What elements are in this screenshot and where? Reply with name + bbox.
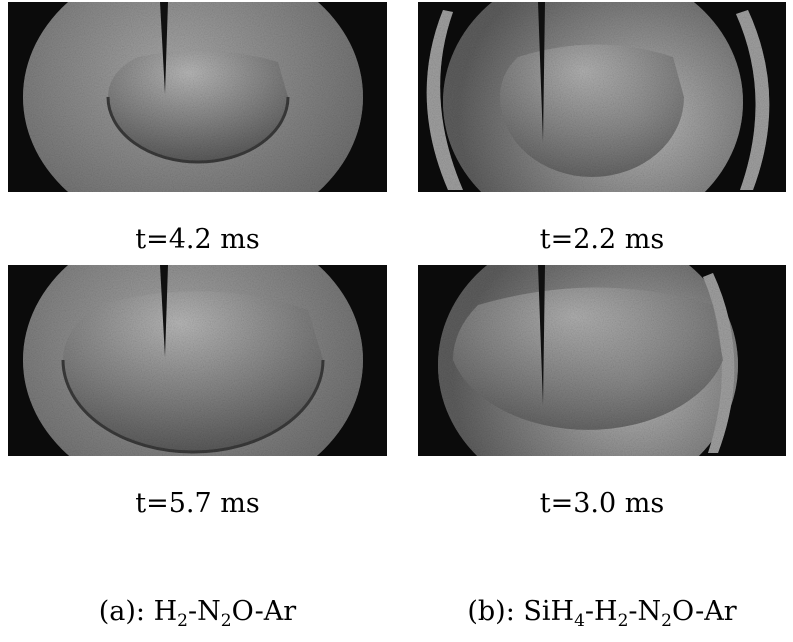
schlieren-image-a-t2 xyxy=(8,265,387,456)
caption-b-sub-2: 2 xyxy=(661,611,672,631)
caption-a-sub-2: 2 xyxy=(220,611,232,631)
caption-b-text-2: -N xyxy=(628,596,662,627)
caption-a-sub-1: 2 xyxy=(177,611,188,631)
time-label-a2: t=5.7 ms xyxy=(135,488,260,519)
caption-a: (a): H2-N2O-Ar xyxy=(8,596,387,630)
schlieren-image-a-t1 xyxy=(8,2,387,192)
caption-b-sub-0: 4 xyxy=(574,611,585,631)
caption-b: (b): SiH4-H2-N2O-Ar xyxy=(418,596,786,630)
caption-a-text-1: H xyxy=(153,596,178,627)
caption-b-sub-1: 2 xyxy=(617,611,629,631)
schlieren-image-b-t1 xyxy=(418,2,786,192)
caption-b-text-3: O-Ar xyxy=(671,596,737,627)
caption-a-text-2: -N xyxy=(187,596,221,627)
caption-b-text-0: SiH xyxy=(523,596,575,627)
time-label-b2: t=3.0 ms xyxy=(539,488,665,519)
schlieren-image-b-t2 xyxy=(418,265,786,456)
caption-b-prefix: (b): xyxy=(467,596,524,627)
time-label-a1: t=4.2 ms xyxy=(135,224,260,255)
caption-a-prefix: (a): xyxy=(98,596,154,627)
time-label-b1: t=2.2 ms xyxy=(539,224,665,255)
caption-a-text-3: O-Ar xyxy=(231,596,297,627)
caption-b-text-1: -H xyxy=(584,596,618,627)
